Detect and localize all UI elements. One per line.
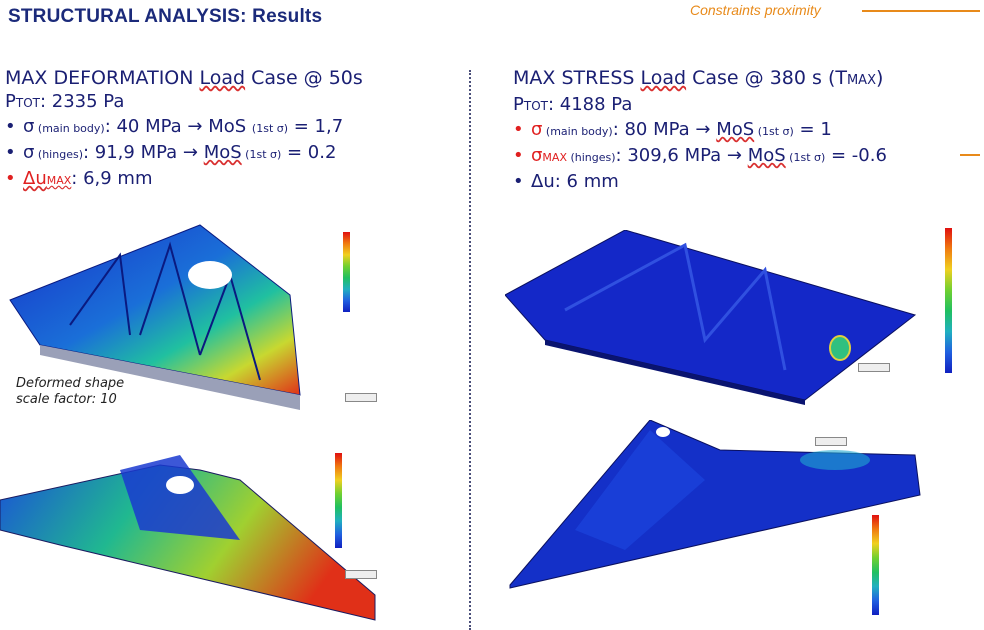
right-bullet-hinges: • σMAX (hinges): 309,6 MPa → MoS (1st σ) … xyxy=(513,144,978,170)
right-b2-mos-qualifier: (1st σ) xyxy=(785,151,826,164)
column-divider xyxy=(469,70,471,630)
right-b1-mos-value: = 1 xyxy=(793,119,832,140)
right-ptot-sub: TOT xyxy=(523,99,548,113)
bullet-dot: • xyxy=(513,119,524,140)
left-b1-mos-qualifier: (1st σ) xyxy=(251,122,289,135)
left-b1-value: : 40 MPa → MoS xyxy=(104,116,252,137)
left-b1-mos-value: = 1,7 xyxy=(288,116,344,137)
left-b2-mos-value: = 0.2 xyxy=(281,142,337,163)
left-column: MAX DEFORMATION Load Case @ 50s PTOT: 23… xyxy=(5,66,460,193)
delta-u-max-sub: MAX xyxy=(46,174,72,187)
left-bullet-hinges: • σ (hinges): 91,9 MPa → MoS (1st σ) = 0.… xyxy=(5,141,460,167)
left-b2-mos-qualifier: (1st σ) xyxy=(241,148,282,161)
left-heading-prefix: MAX DEFORMATION xyxy=(5,67,200,89)
delta-u-symbol: Δu: xyxy=(531,171,561,192)
von-mises-legend-bottom xyxy=(872,515,932,615)
fem-deformation-top-figure xyxy=(9,224,301,410)
sigma-symbol: σ xyxy=(23,116,35,137)
left-ptot: PTOT: 2335 Pa xyxy=(5,90,460,115)
left-bullet-main-body: • σ (main body): 40 MPa → MoS (1st σ) = 1… xyxy=(5,115,460,141)
left-heading-load: Load xyxy=(199,67,246,89)
deformed-shape-caption: Deformed shape scale factor: 10 xyxy=(16,376,125,407)
left-b1-qualifier: (main body) xyxy=(34,122,105,135)
legend-colorbar xyxy=(945,228,952,373)
legend-colorbar xyxy=(343,232,350,312)
right-heading-close: ) xyxy=(875,67,884,89)
fem-stress-bottom-figure xyxy=(509,420,921,589)
right-b2-value: : 309,6 MPa → xyxy=(615,145,748,166)
left-b2-qualifier: (hinges) xyxy=(34,148,83,161)
von-mises-legend-top xyxy=(945,228,984,373)
slide-title: STRUCTURAL ANALYSIS: Results xyxy=(8,6,323,27)
constraints-line xyxy=(862,10,980,12)
max-label-box xyxy=(345,570,377,579)
left-heading-suffix: Case @ 50s xyxy=(245,67,363,89)
bullet-dot: • xyxy=(513,171,524,192)
sigma-max-sub: MAX xyxy=(542,151,567,164)
sigma-symbol: σ xyxy=(531,119,543,140)
right-ptot-p: P xyxy=(513,94,524,115)
right-heading-load: Load xyxy=(640,67,687,89)
sigma-max-symbol: σ xyxy=(531,145,543,166)
right-column: MAX STRESS Load Case @ 380 s (TMAX) PTOT… xyxy=(513,66,978,194)
left-heading: MAX DEFORMATION Load Case @ 50s xyxy=(5,66,460,90)
right-heading-tmax-sub: MAX xyxy=(846,73,876,88)
right-b1-value: : 80 MPa → xyxy=(612,119,717,140)
fem-deformation-bottom-figure xyxy=(0,455,376,621)
right-bullet-main-body: • σ (main body): 80 MPa → MoS (1st σ) = 1 xyxy=(513,118,978,144)
legend-colorbar xyxy=(872,515,879,615)
left-b3-value: : 6,9 mm xyxy=(71,168,153,189)
bullet-dot: • xyxy=(5,116,16,137)
right-heading-suffix: Case @ 380 s (T xyxy=(686,67,847,89)
bullet-dot: • xyxy=(5,168,16,189)
right-b2-mos-value: = -0.6 xyxy=(825,145,887,166)
bullet-dot: • xyxy=(513,145,524,166)
left-ptot-value: : 2335 Pa xyxy=(39,91,125,112)
left-ptot-p: P xyxy=(5,91,16,112)
left-ptot-sub: TOT xyxy=(15,96,40,110)
right-b1-qualifier: (main body) xyxy=(542,125,613,138)
constraints-label: Constraints proximity xyxy=(690,2,821,18)
right-bullet-deformation: • Δu: 6 mm xyxy=(513,170,978,194)
orange-marker-dash xyxy=(960,154,980,156)
right-b3-value: 6 mm xyxy=(560,171,619,192)
right-b2-qualifier: (hinges) xyxy=(566,151,616,164)
left-bullet-deformation: • ΔuMAX: 6,9 mm xyxy=(5,167,460,193)
fem-stress-top-figure xyxy=(505,230,917,405)
right-heading: MAX STRESS Load Case @ 380 s (TMAX) xyxy=(513,66,978,93)
right-ptot-value: : 4188 Pa xyxy=(547,94,633,115)
displacement-legend-bottom xyxy=(335,453,395,548)
bullet-dot: • xyxy=(5,142,16,163)
max-label-box xyxy=(815,437,847,446)
max-label-box xyxy=(858,363,890,372)
left-b2-mos: MoS xyxy=(203,142,242,163)
max-label-box xyxy=(345,393,377,402)
right-b1-mos: MoS xyxy=(716,119,755,140)
delta-u-symbol: Δu xyxy=(23,168,47,189)
right-b1-mos-qualifier: (1st σ) xyxy=(754,125,794,138)
sigma-symbol: σ xyxy=(23,142,35,163)
displacement-legend-top xyxy=(343,232,403,312)
legend-colorbar xyxy=(335,453,342,548)
right-b2-mos: MoS xyxy=(747,145,786,166)
left-b2-value: : 91,9 MPa → xyxy=(82,142,204,163)
right-heading-prefix: MAX STRESS xyxy=(513,67,641,89)
right-ptot: PTOT: 4188 Pa xyxy=(513,93,978,118)
